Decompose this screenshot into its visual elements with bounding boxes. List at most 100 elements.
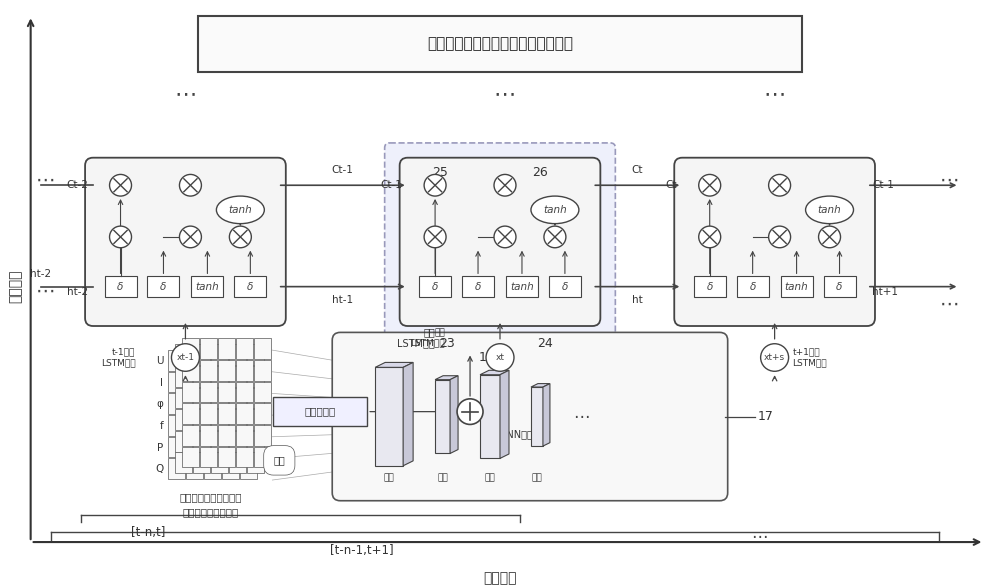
Bar (218, 446, 235, 467)
Text: ⋯: ⋯ (36, 171, 55, 190)
Bar (211, 344, 228, 365)
Bar (186, 415, 203, 436)
FancyBboxPatch shape (694, 276, 726, 297)
FancyBboxPatch shape (385, 143, 615, 341)
Text: ⋯: ⋯ (574, 407, 590, 426)
Bar (200, 382, 217, 402)
Text: [t-n-1,t+1]: [t-n-1,t+1] (330, 544, 394, 557)
Bar (211, 453, 228, 473)
Bar (200, 425, 217, 446)
Text: tanh: tanh (510, 282, 534, 292)
Text: tanh: tanh (785, 282, 808, 292)
FancyBboxPatch shape (273, 397, 367, 426)
Bar (193, 366, 210, 386)
Text: ⋯: ⋯ (940, 295, 959, 313)
Bar (204, 350, 221, 371)
Text: δ: δ (247, 282, 254, 292)
Circle shape (494, 226, 516, 248)
Text: 18: 18 (479, 350, 495, 363)
FancyBboxPatch shape (332, 332, 728, 501)
Bar (168, 415, 185, 436)
Bar (247, 387, 264, 408)
Bar (182, 338, 199, 359)
Bar (435, 380, 450, 453)
Text: 23: 23 (439, 337, 455, 350)
Bar (531, 387, 543, 446)
Bar (236, 338, 253, 359)
Ellipse shape (531, 196, 579, 223)
FancyBboxPatch shape (85, 158, 286, 326)
Circle shape (819, 226, 841, 248)
Bar (236, 360, 253, 380)
Bar (211, 431, 228, 452)
Bar (193, 453, 210, 473)
Bar (236, 425, 253, 446)
Bar (211, 409, 228, 430)
FancyBboxPatch shape (105, 276, 137, 297)
Bar (222, 393, 239, 414)
FancyBboxPatch shape (781, 276, 813, 297)
Bar (168, 393, 185, 414)
Bar (175, 409, 192, 430)
FancyBboxPatch shape (549, 276, 581, 297)
Text: δ: δ (707, 282, 713, 292)
Text: Ct: Ct (666, 181, 677, 191)
Text: 带时标本，气量信息: 带时标本，气量信息 (182, 507, 239, 517)
Bar (193, 431, 210, 452)
Bar (236, 382, 253, 402)
Bar (182, 403, 199, 424)
Bar (218, 360, 235, 380)
Bar (247, 409, 264, 430)
Text: tanh: tanh (196, 282, 219, 292)
Circle shape (229, 226, 251, 248)
Text: 24: 24 (537, 337, 553, 350)
Bar (182, 382, 199, 402)
Text: f: f (160, 421, 163, 431)
Circle shape (179, 226, 201, 248)
FancyBboxPatch shape (400, 158, 600, 326)
Text: t+1时刼
LSTM输入: t+1时刼 LSTM输入 (793, 348, 827, 367)
Bar (229, 453, 246, 473)
Text: ht-2: ht-2 (67, 286, 88, 296)
Bar (168, 372, 185, 392)
Circle shape (486, 344, 514, 371)
Bar (247, 453, 264, 473)
Bar (193, 344, 210, 365)
Bar (254, 338, 271, 359)
Bar (480, 375, 500, 459)
Bar (247, 344, 264, 365)
Bar (218, 403, 235, 424)
Bar (182, 360, 199, 380)
Circle shape (457, 399, 483, 425)
Bar (222, 350, 239, 371)
FancyBboxPatch shape (674, 158, 875, 326)
Bar (193, 409, 210, 430)
Bar (186, 393, 203, 414)
Bar (168, 350, 185, 371)
Text: 25: 25 (432, 166, 448, 179)
Bar (175, 366, 192, 386)
Bar (218, 382, 235, 402)
Text: δ: δ (836, 282, 843, 292)
Text: ⋯: ⋯ (494, 84, 516, 104)
Text: 时间尺度: 时间尺度 (483, 572, 517, 586)
Text: 船舘区域配电电力系统故障检测结果: 船舘区域配电电力系统故障检测结果 (427, 36, 573, 52)
FancyBboxPatch shape (419, 276, 451, 297)
Text: [t-n,t]: [t-n,t] (131, 526, 165, 539)
FancyBboxPatch shape (191, 276, 223, 297)
Bar (254, 360, 271, 380)
Text: Ct-1: Ct-1 (381, 181, 403, 191)
Bar (186, 350, 203, 371)
Bar (222, 415, 239, 436)
Bar (375, 368, 403, 466)
Text: ⋯: ⋯ (940, 171, 959, 190)
Bar (229, 344, 246, 365)
Polygon shape (543, 383, 550, 446)
Text: 开关量信息: 开关量信息 (305, 407, 336, 417)
Circle shape (179, 175, 201, 196)
Bar (200, 338, 217, 359)
Bar (211, 366, 228, 386)
Circle shape (424, 226, 446, 248)
Bar (218, 338, 235, 359)
Text: 时刼
LSTM输入: 时刼 LSTM输入 (410, 328, 445, 348)
